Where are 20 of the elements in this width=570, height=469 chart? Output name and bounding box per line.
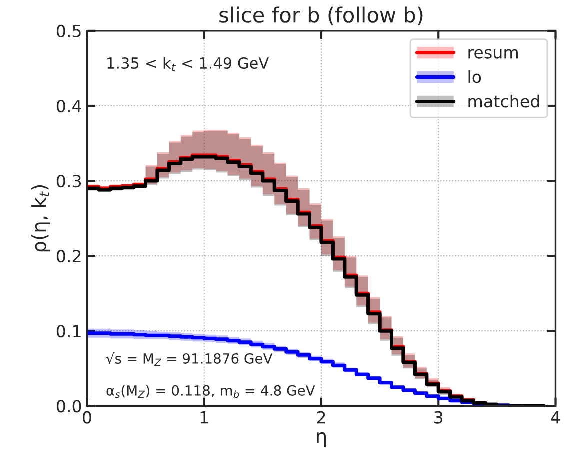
annotation: α$_{s}$(M$_{Z}$) = 0.118, m$_{b}$ = 4.8 GeV	[106, 385, 316, 398]
legend-label: lo	[468, 70, 482, 84]
y-tick-label: 0.4	[56, 100, 82, 113]
x-tick-label: 4	[551, 412, 560, 424]
y-tick-label: 0.0	[56, 400, 82, 413]
x-tick-label: 1	[200, 412, 208, 424]
y-tick-label: 0.5	[56, 24, 81, 38]
x-axis-title: η	[317, 432, 326, 448]
annotation: 1.35 < k$_{t}$ < 1.49 GeV	[108, 57, 270, 72]
y-tick-label: 0.2	[56, 250, 81, 263]
chart-title: slice for b (follow b)	[220, 6, 423, 26]
annotation: √s = M$_{Z}$ = 91.1876 GeV	[106, 352, 273, 366]
x-tick-label: 3	[434, 411, 443, 424]
y-tick-label: 0.1	[56, 325, 81, 338]
y-tick-label: 0.3	[56, 174, 82, 188]
y-axis-title: ρ(η, k$_{t}$)	[31, 186, 50, 252]
legend-label: matched	[468, 94, 540, 108]
legend-label: resum	[468, 49, 518, 59]
x-tick-label: 2	[317, 411, 326, 424]
x-tick-label: 0	[83, 411, 92, 424]
